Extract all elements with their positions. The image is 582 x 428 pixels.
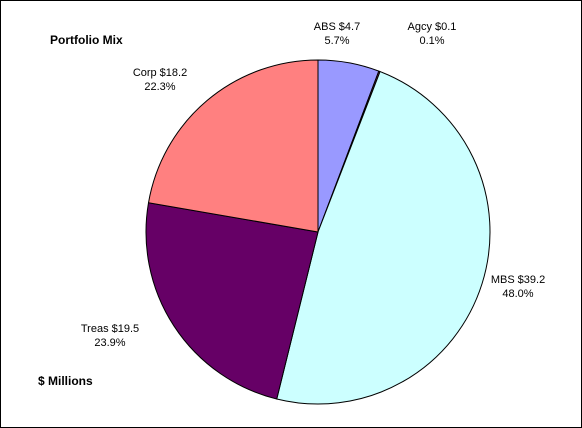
pie-slice: [145, 202, 319, 400]
slice-label: MBS $39.2: [491, 274, 545, 286]
slice-category: Treas: [81, 323, 109, 335]
slice-value: $0.1: [435, 21, 456, 33]
slice-percent: 48.0%: [502, 288, 533, 300]
slice-percent: 0.1%: [419, 35, 444, 47]
pie-slice: [276, 70, 491, 405]
slice-value: $18.2: [160, 67, 188, 79]
slice-percent: 22.3%: [144, 81, 175, 93]
slice-percent: 5.7%: [324, 35, 349, 47]
chart-subtitle: $ Millions: [38, 374, 93, 388]
slice-value: $4.7: [339, 21, 360, 33]
slice-label: Corp $18.2: [133, 67, 187, 79]
slice-category: Agcy: [408, 21, 433, 33]
slice-category: MBS: [491, 274, 515, 286]
slice-label: Treas $19.5: [81, 323, 139, 335]
slice-value: $19.5: [112, 323, 140, 335]
slice-label: ABS $4.7: [314, 21, 360, 33]
pie-slice: [147, 59, 319, 233]
chart-title: Portfolio Mix: [50, 33, 123, 47]
slice-percent: 23.9%: [94, 337, 125, 349]
slice-value: $39.2: [518, 274, 546, 286]
slice-category: ABS: [314, 21, 336, 33]
slice-label: Agcy $0.1: [408, 21, 457, 33]
slice-category: Corp: [133, 67, 157, 79]
